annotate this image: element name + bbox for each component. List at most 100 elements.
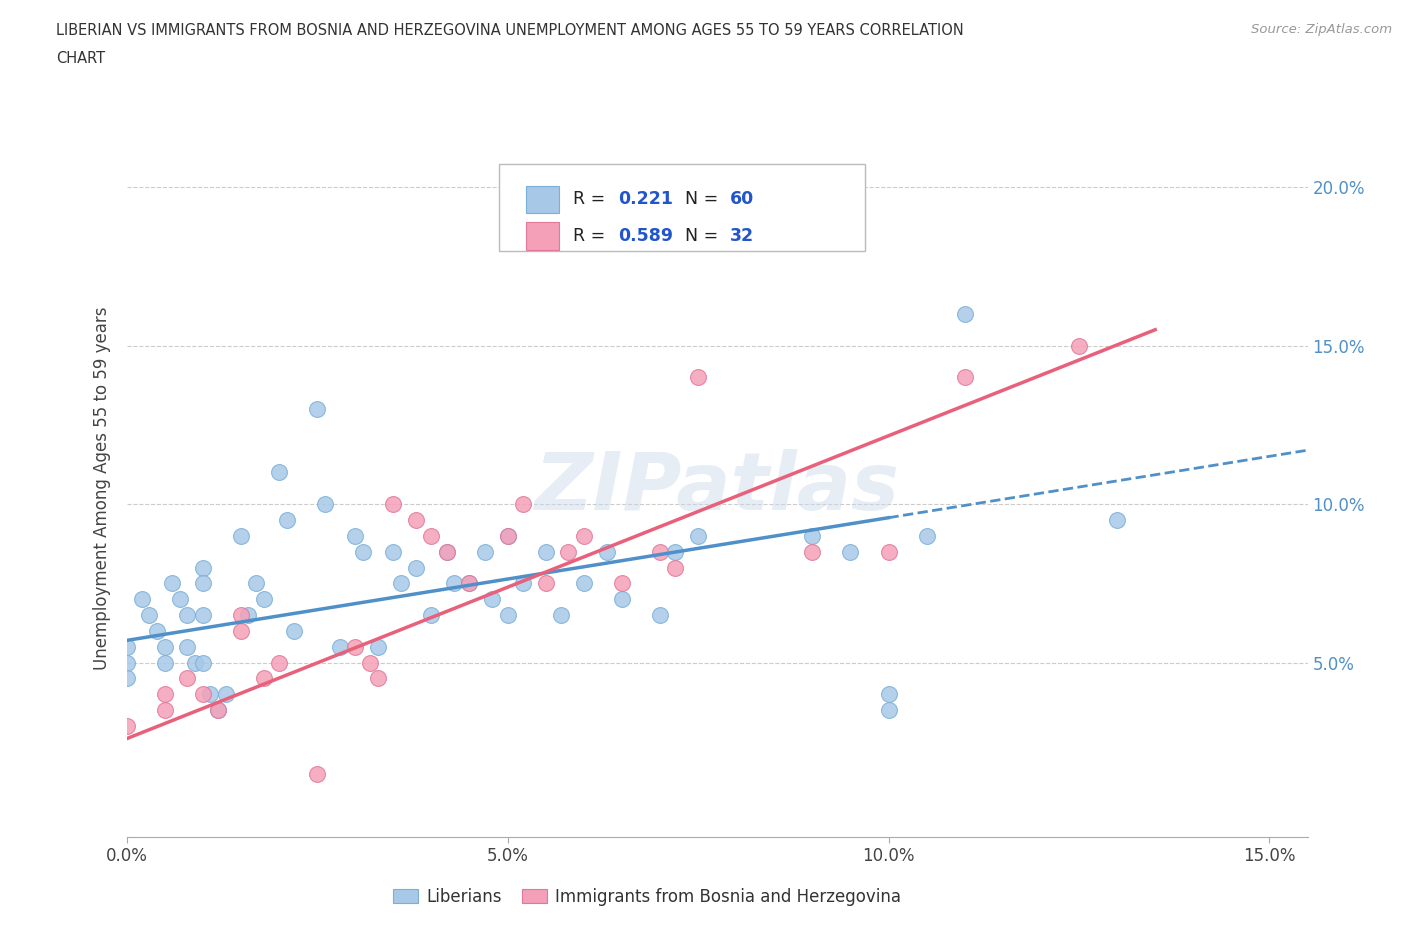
Point <box>1107 512 1129 527</box>
Point <box>877 544 900 559</box>
Point <box>138 607 160 622</box>
Point <box>162 576 184 591</box>
Point <box>877 703 900 718</box>
Point <box>191 560 214 575</box>
Text: 0.589: 0.589 <box>617 227 673 245</box>
Text: R =: R = <box>574 227 610 245</box>
Point <box>229 623 252 638</box>
Point <box>534 576 557 591</box>
Bar <box>526 221 558 249</box>
Text: CHART: CHART <box>56 51 105 66</box>
Point <box>283 623 305 638</box>
Point <box>305 402 328 417</box>
Point <box>496 607 519 622</box>
Point <box>595 544 617 559</box>
Point <box>389 576 412 591</box>
Point <box>176 639 198 654</box>
Point <box>131 591 153 606</box>
Legend: Liberians, Immigrants from Bosnia and Herzegovina: Liberians, Immigrants from Bosnia and He… <box>387 881 907 912</box>
Point <box>305 766 328 781</box>
Point <box>191 607 214 622</box>
Point <box>436 544 458 559</box>
Point <box>839 544 862 559</box>
Point <box>512 576 534 591</box>
Point <box>572 528 595 543</box>
Point <box>191 576 214 591</box>
Point <box>1067 339 1090 353</box>
Point <box>801 544 824 559</box>
Point <box>200 687 222 702</box>
Point <box>153 687 176 702</box>
Point <box>146 623 169 638</box>
Point <box>191 687 214 702</box>
Point <box>153 703 176 718</box>
Point <box>276 512 298 527</box>
Point <box>115 719 138 734</box>
Point <box>267 465 290 480</box>
Point <box>191 655 214 670</box>
Point <box>648 544 671 559</box>
Point <box>512 497 534 512</box>
Point <box>169 591 191 606</box>
Point <box>481 591 503 606</box>
Point <box>253 671 276 686</box>
Point <box>443 576 465 591</box>
Point <box>572 576 595 591</box>
Point <box>436 544 458 559</box>
Bar <box>526 186 558 214</box>
Text: 0.221: 0.221 <box>617 191 673 208</box>
Point <box>153 655 176 670</box>
Text: N =: N = <box>685 227 724 245</box>
Text: ZIPatlas: ZIPatlas <box>534 449 900 527</box>
Point <box>359 655 381 670</box>
Point <box>686 370 709 385</box>
Point <box>314 497 336 512</box>
Point <box>229 607 252 622</box>
Text: 32: 32 <box>730 227 754 245</box>
Point <box>458 576 481 591</box>
Point <box>405 560 427 575</box>
Point <box>115 639 138 654</box>
Point <box>664 560 686 575</box>
Point <box>557 544 579 559</box>
Text: LIBERIAN VS IMMIGRANTS FROM BOSNIA AND HERZEGOVINA UNEMPLOYMENT AMONG AGES 55 TO: LIBERIAN VS IMMIGRANTS FROM BOSNIA AND H… <box>56 23 965 38</box>
Point <box>550 607 572 622</box>
Point <box>352 544 374 559</box>
Point <box>420 528 443 543</box>
Point <box>176 671 198 686</box>
FancyBboxPatch shape <box>499 164 865 251</box>
Point <box>253 591 276 606</box>
Point <box>344 528 367 543</box>
Point <box>207 703 229 718</box>
Point <box>214 687 236 702</box>
Point <box>382 544 405 559</box>
Y-axis label: Unemployment Among Ages 55 to 59 years: Unemployment Among Ages 55 to 59 years <box>93 307 111 670</box>
Point <box>915 528 938 543</box>
Point <box>367 639 389 654</box>
Point <box>176 607 198 622</box>
Point <box>115 671 138 686</box>
Point <box>496 528 519 543</box>
Point <box>877 687 900 702</box>
Point <box>405 512 427 527</box>
Point <box>534 544 557 559</box>
Point <box>686 528 709 543</box>
Text: N =: N = <box>685 191 724 208</box>
Point <box>953 370 976 385</box>
Point <box>496 528 519 543</box>
Point <box>648 607 671 622</box>
Text: 60: 60 <box>730 191 754 208</box>
Point <box>664 544 686 559</box>
Point <box>801 528 824 543</box>
Point <box>238 607 260 622</box>
Point <box>420 607 443 622</box>
Text: R =: R = <box>574 191 610 208</box>
Point <box>367 671 389 686</box>
Point <box>474 544 496 559</box>
Point <box>329 639 352 654</box>
Point <box>184 655 207 670</box>
Point <box>115 655 138 670</box>
Point <box>267 655 290 670</box>
Point <box>610 576 633 591</box>
Point <box>382 497 405 512</box>
